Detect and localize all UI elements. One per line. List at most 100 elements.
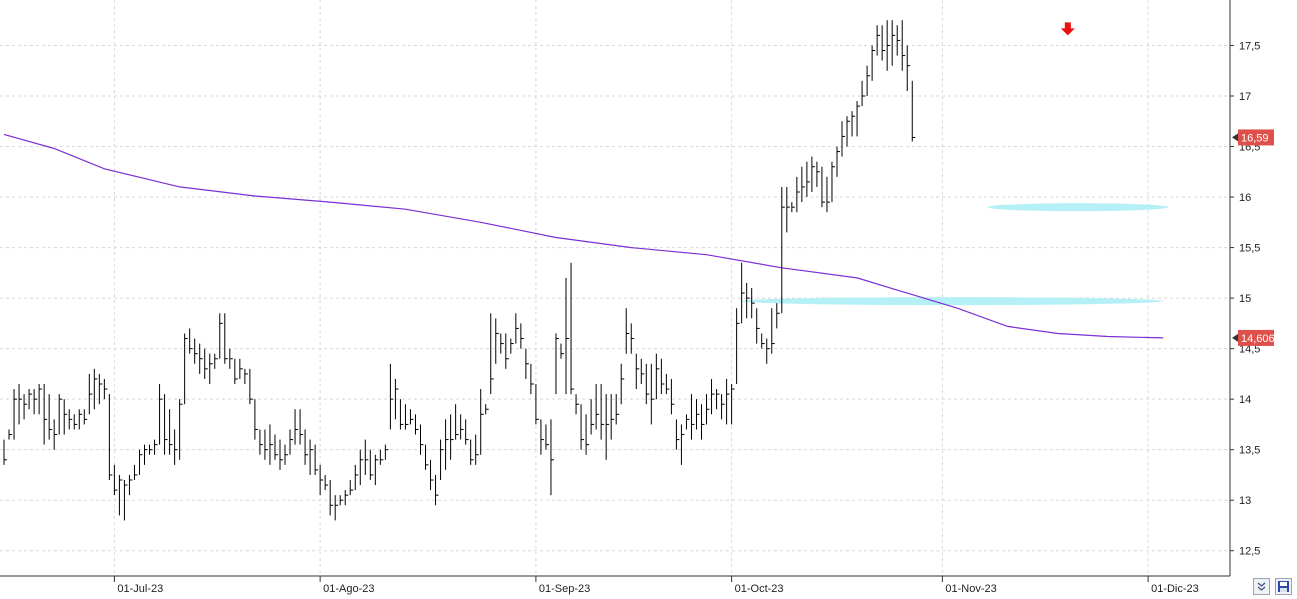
x-tick-label: 01-Nov-23 <box>945 583 996 595</box>
ohlc-bar <box>445 419 449 470</box>
ohlc-bar <box>480 389 484 455</box>
ohlc-bar <box>726 378 730 425</box>
ohlc-bar <box>515 313 519 344</box>
ohlc-bar <box>194 338 198 364</box>
ohlc-bar <box>530 363 534 395</box>
ohlc-bar <box>475 434 479 465</box>
ohlc-bar <box>269 424 273 465</box>
y-tick-label: 15 <box>1239 293 1251 305</box>
ohlc-bar <box>470 439 474 465</box>
ohlc-bar <box>675 419 680 450</box>
ohlc-bar <box>58 394 63 435</box>
ohlc-bar <box>580 404 585 450</box>
ohlc-bar <box>540 419 544 455</box>
ohlc-bar <box>520 323 524 349</box>
ohlc-bar <box>555 333 559 395</box>
ohlc-bar <box>766 338 770 364</box>
ohlc-bar <box>756 308 760 344</box>
ohlc-bar <box>379 449 384 465</box>
ohlc-bar <box>630 323 635 354</box>
ohlc-bar <box>590 399 595 435</box>
ohlc-bar <box>806 161 810 198</box>
ohlc-bar <box>615 394 620 425</box>
last-price-badge-pointer <box>1232 133 1238 142</box>
ohlc-bar <box>430 459 434 491</box>
save-button[interactable] <box>1275 578 1292 595</box>
ohlc-bar <box>706 394 710 425</box>
ohlc-bar <box>179 399 183 460</box>
ohlc-bar <box>485 404 489 415</box>
ohlc-bar <box>259 429 263 455</box>
ohlc-bar <box>169 409 173 455</box>
ohlc-bar <box>364 439 369 475</box>
ohlc-bar <box>214 353 218 369</box>
x-tick-label: 01-Jul-23 <box>117 583 163 595</box>
ohlc-bar <box>525 348 529 379</box>
ohlc-bar <box>384 444 389 460</box>
ohlc-bar <box>660 358 665 395</box>
ohlc-bar <box>871 45 876 81</box>
ohlc-bar <box>826 176 830 213</box>
ohlc-bar <box>545 424 549 450</box>
ohlc-bar <box>465 419 469 445</box>
ohlc-bar <box>254 399 258 440</box>
ohlc-bar <box>841 121 846 157</box>
ohlc-bar <box>490 313 494 395</box>
scroll-down-button[interactable] <box>1253 578 1270 595</box>
y-tick-label: 14 <box>1239 394 1251 406</box>
ohlc-bar <box>113 464 118 496</box>
ohlc-bar <box>535 384 539 425</box>
ohlc-bar <box>575 394 580 415</box>
ohlc-bar <box>249 368 253 405</box>
ohlc-bar <box>791 202 795 213</box>
ohlc-bar <box>419 424 424 455</box>
ohlc-bar <box>510 338 514 354</box>
ohlc-bar <box>144 444 148 465</box>
save-icon <box>1278 581 1289 592</box>
ohlc-bar <box>394 378 399 420</box>
ohlc-bar <box>721 394 725 420</box>
ohlc-bar <box>199 343 203 374</box>
ohlc-bar <box>781 186 785 314</box>
ohlc-bar <box>8 429 13 440</box>
support-zone <box>987 203 1169 212</box>
ohlc-bar <box>329 480 334 516</box>
y-tick-label: 14,5 <box>1239 344 1260 356</box>
y-tick-label: 16 <box>1239 192 1251 204</box>
ohlc-bar <box>886 20 891 71</box>
ohlc-bar <box>605 394 610 460</box>
ohlc-bar <box>500 333 504 354</box>
ohlc-bar <box>695 399 700 430</box>
ohlc-bar <box>711 378 715 415</box>
ohlc-bar <box>128 474 133 496</box>
ohlc-bar <box>123 480 128 521</box>
ohlc-bar <box>73 414 78 430</box>
ohlc-bar <box>149 444 153 455</box>
ohlc-bar <box>43 384 48 445</box>
support-zone <box>741 297 1164 306</box>
ohlc-bar <box>344 490 349 506</box>
ohlc-bar <box>701 404 705 440</box>
ohlc-bar <box>138 449 143 475</box>
ohlc-bar <box>595 384 600 430</box>
ohlc-bar <box>655 353 660 400</box>
ohlc-bar <box>450 414 454 460</box>
ohlc-bar <box>881 25 886 61</box>
ohlc-bar <box>209 353 213 384</box>
moving-average-line <box>3 133 1164 339</box>
ohlc-bar <box>284 444 289 465</box>
x-tick-label: 01-Dic-23 <box>1151 583 1199 595</box>
ohlc-bar <box>23 394 28 420</box>
down-arrow-icon <box>1060 22 1075 36</box>
ohlc-bar <box>861 80 866 107</box>
ohlc-bar <box>13 389 18 440</box>
ohlc-bar <box>846 116 851 147</box>
price-badges: 16,59 14,606 <box>1232 129 1275 346</box>
ohlc-bar <box>18 384 23 425</box>
ohlc-bar <box>741 262 745 324</box>
ohlc-bar <box>349 480 354 496</box>
ohlc-bar <box>164 394 168 455</box>
ohlc-bar <box>801 166 805 203</box>
ohlc-bar <box>716 389 720 410</box>
ohlc-bar <box>63 399 68 435</box>
